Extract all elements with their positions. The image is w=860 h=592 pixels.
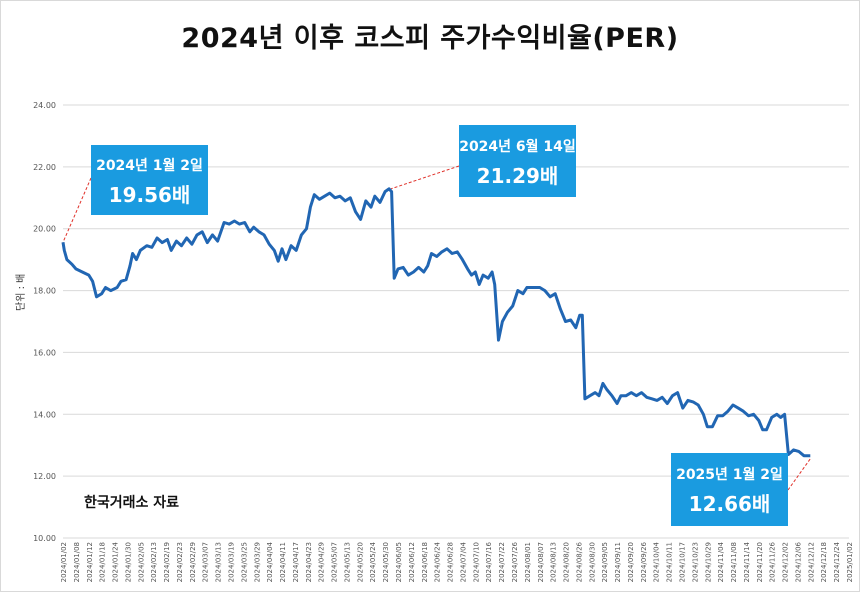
per-series-line: [61, 187, 811, 458]
x-tick-label: 2024/01/02: [60, 542, 68, 582]
x-tick-label: 2024/03/25: [240, 542, 248, 582]
x-tick-label: 2024/04/17: [292, 542, 300, 582]
x-tick-label: 2024/12/12: [807, 542, 815, 582]
x-tick-label: 2024/07/26: [511, 541, 519, 582]
y-tick-label: 12.00: [33, 472, 56, 481]
callout-start: 2024년 1월 2일 19.56배: [91, 145, 208, 215]
x-tick-label: 2024/01/18: [99, 542, 107, 582]
x-tick-label: 2024/03/29: [253, 542, 261, 582]
callout-peak-date: 2024년 6월 14일: [459, 139, 576, 155]
x-tick-labels: 2024/01/02 2024/01/08 2024/01/12 2024/01/18…: [60, 541, 854, 582]
x-tick-label: 2024/10/04: [653, 541, 661, 582]
x-tick-label: 2024/06/18: [421, 542, 429, 582]
x-tick-label: 2024/07/10: [472, 542, 480, 582]
x-tick-label: 2024/09/26: [640, 541, 648, 582]
x-tick-label: 2024/02/13: [150, 542, 158, 582]
x-tick-label: 2024/10/17: [678, 542, 686, 582]
x-tick-label: 2024/08/07: [537, 542, 545, 582]
x-tick-label: 2024/02/23: [176, 542, 184, 582]
x-tick-label: 2024/07/04: [459, 541, 467, 582]
callout-end: 2025년 1월 2일 12.66배: [671, 453, 788, 526]
x-tick-label: 2024/11/14: [743, 541, 751, 582]
x-tick-label: 2024/04/29: [318, 542, 326, 582]
x-tick-label: 2024/11/04: [717, 541, 725, 582]
callout-leaders: [62, 165, 811, 491]
x-tick-label: 2024/02/05: [137, 542, 145, 582]
x-tick-label: 2024/11/20: [756, 542, 764, 582]
x-tick-label: 2024/05/24: [369, 541, 377, 582]
x-tick-label: 2024/08/30: [588, 542, 596, 582]
x-tick-label: 2024/07/22: [498, 542, 506, 582]
y-tick-label: 18.00: [33, 287, 56, 296]
x-tick-label: 2024/02/29: [189, 542, 197, 582]
x-tick-label: 2024/06/24: [434, 541, 442, 582]
x-tick-label: 2024/03/07: [202, 542, 210, 582]
leader-peak: [390, 165, 460, 190]
x-tick-label: 2024/07/16: [485, 541, 493, 582]
x-tick-label: 2024/09/05: [601, 542, 609, 582]
x-tick-label: 2024/08/13: [550, 542, 558, 582]
y-tick-label: 22.00: [33, 163, 56, 172]
callout-peak: 2024년 6월 14일 21.29배: [459, 125, 576, 197]
x-tick-label: 2024/06/05: [395, 542, 403, 582]
x-tick-label: 2024/04/11: [279, 542, 287, 582]
x-tick-label: 2024/03/19: [228, 542, 236, 582]
x-tick-label: 2024/01/24: [112, 541, 120, 582]
x-tick-label: 2024/03/13: [215, 542, 223, 582]
x-tick-label: 2024/05/13: [343, 542, 351, 582]
x-tick-label: 2024/08/26: [575, 541, 583, 582]
callout-start-value: 19.56배: [108, 183, 191, 207]
x-tick-label: 2024/06/28: [447, 542, 455, 582]
leader-start: [62, 177, 92, 243]
x-tick-label: 2024/08/01: [524, 542, 532, 582]
x-tick-label: 2024/01/12: [86, 542, 94, 582]
y-tick-label: 16.00: [33, 348, 56, 357]
x-tick-label: 2024/02/19: [163, 542, 171, 582]
x-tick-label: 2024/06/12: [408, 542, 416, 582]
chart-title: 2024년 이후 코스피 주가수익비율(PER): [181, 23, 679, 54]
x-tick-label: 2024/05/30: [382, 542, 390, 582]
callout-end-date: 2025년 1월 2일: [676, 467, 783, 483]
source-note: 한국거래소 자료: [84, 495, 180, 511]
x-tick-label: 2024/12/24: [833, 541, 841, 582]
x-tick-label: 2024/10/23: [691, 542, 699, 582]
x-tick-label: 2024/05/07: [331, 542, 339, 582]
x-tick-label: 2024/11/26: [769, 541, 777, 582]
x-tick-label: 2024/04/04: [266, 541, 274, 582]
x-tick-label: 2024/01/30: [124, 542, 132, 582]
x-tick-label: 2024/12/02: [782, 542, 790, 582]
y-tick-label: 24.00: [33, 101, 56, 110]
x-tick-label: 2024/09/11: [614, 542, 622, 582]
x-tick-label: 2024/01/08: [73, 542, 81, 582]
x-tick-label: 2024/11/08: [730, 542, 738, 582]
leader-end: [787, 458, 811, 491]
x-tick-label: 2024/04/23: [305, 542, 313, 582]
y-tick-label: 10.00: [33, 534, 56, 543]
x-tick-label: 2024/12/18: [820, 542, 828, 582]
x-tick-label: 2024/05/20: [356, 542, 364, 582]
callout-end-value: 12.66배: [688, 492, 771, 516]
y-tick-label: 20.00: [33, 225, 56, 234]
callout-start-date: 2024년 1월 2일: [96, 158, 203, 174]
x-tick-label: 2024/09/20: [627, 542, 635, 582]
y-tick-label: 14.00: [33, 410, 56, 419]
x-tick-label: 2024/10/11: [666, 542, 674, 582]
x-tick-label: 2024/08/20: [563, 542, 571, 582]
x-tick-label: 2024/10/29: [704, 542, 712, 582]
x-tick-label: 2025/01/02: [846, 542, 854, 582]
x-tick-label: 2024/12/06: [794, 541, 802, 582]
y-tick-labels: 10.00 12.00 14.00 16.00 18.00 20.00 22.00 24.00: [33, 101, 56, 543]
callout-peak-value: 21.29배: [476, 164, 559, 188]
